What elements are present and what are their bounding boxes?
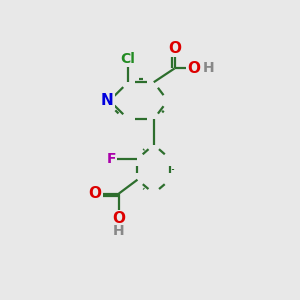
Text: F: F bbox=[107, 152, 116, 166]
Text: O: O bbox=[187, 61, 200, 76]
Text: O: O bbox=[168, 40, 181, 56]
Text: O: O bbox=[112, 211, 125, 226]
Text: O: O bbox=[89, 186, 102, 201]
Text: Cl: Cl bbox=[121, 52, 136, 66]
Text: H: H bbox=[113, 224, 125, 238]
Text: N: N bbox=[101, 93, 114, 108]
Text: H: H bbox=[202, 61, 214, 75]
